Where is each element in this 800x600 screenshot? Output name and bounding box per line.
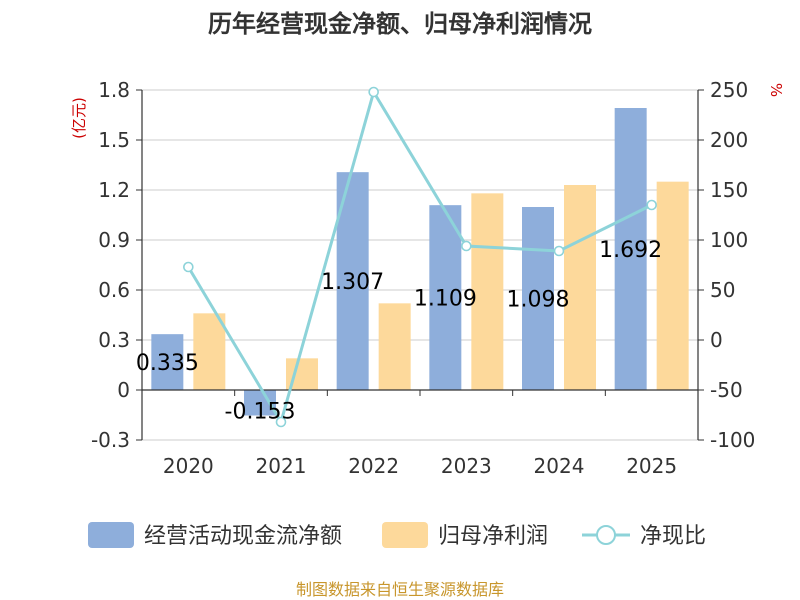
right-axis-unit: % (767, 83, 785, 97)
data-label-cashflow: 1.098 (507, 288, 570, 313)
bar-cashflow (429, 205, 462, 390)
x-tick-label: 2023 (441, 454, 492, 478)
bar-profit (193, 313, 226, 390)
y-right-tick-label: 150 (710, 178, 748, 202)
bar-profit (564, 185, 596, 390)
bar-cashflow (522, 207, 554, 390)
left-axis-unit: (亿元) (70, 97, 88, 139)
y-right-tick-label: 250 (710, 78, 748, 102)
line-point-ratio (646, 199, 657, 211)
line-series-group (183, 86, 657, 428)
y-right-tick-label: 50 (710, 278, 735, 302)
bar-cashflow (614, 108, 647, 390)
x-tick-label: 2022 (348, 454, 399, 478)
data-label-cashflow: 1.692 (599, 238, 662, 263)
line-point-ratio (461, 240, 472, 252)
y-right-tick-label: 100 (710, 228, 748, 252)
legend-label-cashflow: 经营活动现金流净额 (144, 524, 342, 549)
line-point-ratio (183, 261, 194, 273)
source-note: 制图数据来自恒生聚源数据库 (296, 580, 504, 599)
line-point-ratio (368, 86, 379, 98)
line-ratio (187, 88, 653, 426)
y-left-tick-label: 1.8 (98, 78, 130, 102)
y-left-tick-label: 0.6 (98, 278, 130, 302)
y-right-tick-label: -50 (710, 378, 743, 402)
legend-swatch-cashflow (88, 522, 134, 548)
y-right-tick-label: -100 (710, 428, 755, 452)
axes-group: -0.3 0 0.3 0.6 0.9 1.2 1.5 1.8 -100 -50 0 50 100 150 2… (91, 78, 755, 478)
data-label-cashflow: -0.153 (225, 400, 296, 425)
gridlines (142, 89, 698, 441)
x-tick-label: 2025 (626, 454, 677, 478)
legend-item-profit[interactable]: 归母净利润 (382, 522, 548, 549)
y-left-tick-label: 0.9 (98, 228, 130, 252)
y-right-tick-label: 0 (710, 328, 723, 352)
x-tick-label: 2020 (163, 454, 214, 478)
legend-swatch-profit (382, 522, 428, 548)
data-label-cashflow: 1.307 (321, 270, 384, 295)
x-tick-label: 2021 (256, 454, 307, 478)
legend-marker-ratio (596, 525, 616, 545)
y-left-tick-label: 0.3 (98, 328, 130, 352)
bar-profit (471, 193, 504, 390)
data-label-cashflow: 0.335 (136, 351, 199, 376)
bar-profit (656, 181, 689, 390)
y-left-tick-label: -0.3 (91, 428, 130, 452)
legend-label-profit: 归母净利润 (438, 524, 548, 549)
y-left-tick-label: 1.5 (98, 128, 130, 152)
legend: 经营活动现金流净额 归母净利润 净现比 (88, 522, 706, 549)
line-point-ratio (275, 416, 287, 428)
x-tick-label: 2024 (534, 454, 585, 478)
legend-label-ratio: 净现比 (640, 524, 706, 549)
legend-item-ratio[interactable]: 净现比 (582, 524, 706, 549)
bar-cashflow (151, 334, 184, 390)
data-label-cashflow: 1.109 (414, 287, 477, 312)
y-left-tick-label: 0 (117, 378, 130, 402)
line-point-ratio (553, 245, 565, 257)
y-left-tick-label: 1.2 (98, 178, 130, 202)
bar-profit (378, 303, 411, 390)
bars-group (151, 108, 689, 416)
chart-title: 历年经营现金净额、归母净利润情况 (208, 10, 592, 38)
legend-item-cashflow[interactable]: 经营活动现金流净额 (88, 522, 342, 549)
data-labels-group: 0.335 -0.153 1.307 1.109 1.098 1.692 (136, 238, 662, 425)
y-right-tick-label: 200 (710, 128, 748, 152)
